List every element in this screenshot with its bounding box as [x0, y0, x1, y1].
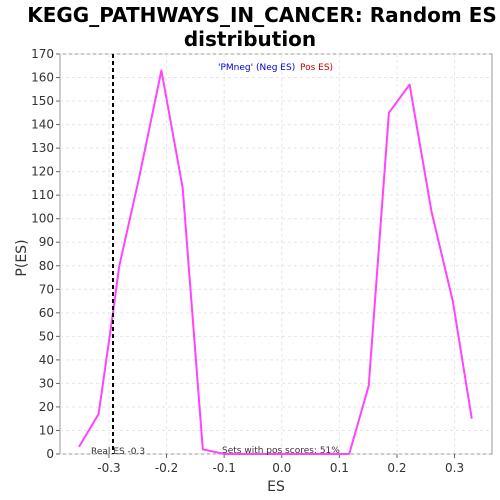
y-tick-label: 100 — [31, 212, 54, 226]
x-tick-label: -0.2 — [155, 461, 178, 475]
series-layer — [78, 69, 473, 455]
x-tick-label: 0.3 — [445, 461, 464, 475]
y-tick-label: 110 — [31, 188, 54, 202]
real-es-label: Real ES -0.3 — [91, 447, 145, 457]
y-axis-ticks: 0 10 20 30 40 50 60 70 80 90 100 110 120 130 140 150 160… — [31, 47, 60, 461]
x-tick-label: -0.3 — [97, 461, 120, 475]
x-axis-label: ES — [267, 479, 285, 495]
x-tick-label: -0.1 — [212, 461, 235, 475]
y-tick-label: 90 — [39, 235, 54, 249]
y-tick-label: 10 — [39, 423, 54, 437]
y-tick-label: 20 — [39, 400, 54, 414]
y-tick-label: 140 — [31, 118, 54, 132]
legend-pos: Pos ES) — [300, 63, 333, 73]
x-tick-label: 0.1 — [330, 461, 349, 475]
x-tick-label: 0.0 — [272, 461, 291, 475]
y-tick-label: 40 — [39, 353, 54, 367]
series-line — [78, 69, 473, 455]
y-tick-label: 60 — [39, 306, 54, 320]
chart-title-line2: distribution — [184, 27, 316, 51]
y-tick-label: 50 — [39, 329, 54, 343]
y-tick-label: 70 — [39, 282, 54, 296]
y-tick-label: 80 — [39, 259, 54, 273]
legend-neg: 'PMneg' (Neg ES) — [218, 63, 295, 73]
y-tick-label: 0 — [46, 447, 54, 461]
x-tick-label: 0.2 — [387, 461, 406, 475]
y-tick-label: 160 — [31, 71, 54, 85]
grid-lines — [60, 53, 492, 455]
y-tick-label: 170 — [31, 47, 54, 61]
y-tick-label: 30 — [39, 376, 54, 390]
y-tick-label: 150 — [31, 94, 54, 108]
plot-area — [59, 53, 493, 455]
y-axis-label: P(ES) — [14, 239, 30, 276]
y-tick-label: 120 — [31, 165, 54, 179]
y-tick-label: 130 — [31, 141, 54, 155]
pos-scores-label: Sets with pos scores: 51% — [222, 446, 340, 456]
chart-title-line1: KEGG_PATHWAYS_IN_CANCER: Random ES — [27, 3, 497, 27]
x-axis-ticks: -0.3 -0.2 -0.1 0.0 0.1 0.2 0.3 — [97, 454, 464, 475]
